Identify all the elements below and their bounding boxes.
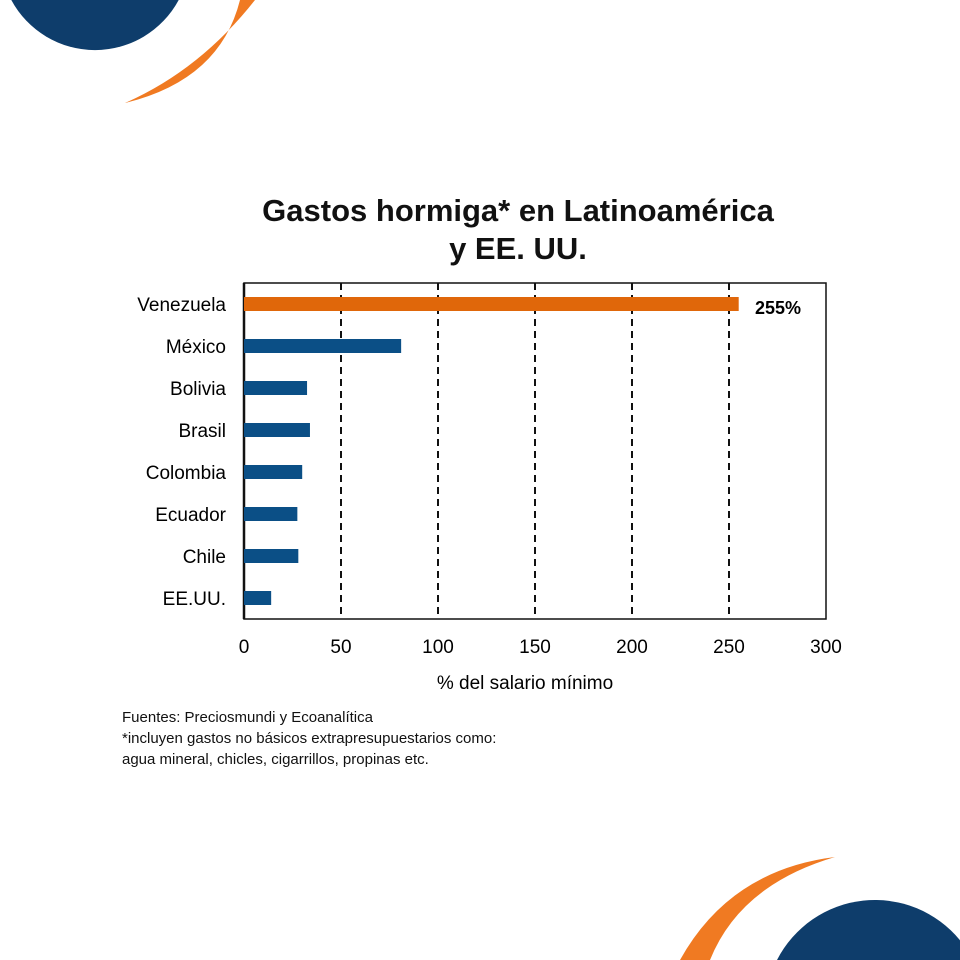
category-label: Venezuela (137, 295, 226, 316)
category-label: Chile (183, 547, 226, 568)
bar-ecuador (244, 507, 298, 521)
bar-venezuela (244, 297, 739, 311)
x-tick-label: 150 (519, 637, 551, 658)
note-sources: Fuentes: Preciosmundi y Ecoanalítica (122, 709, 373, 726)
bar-bolivia (244, 381, 308, 395)
x-tick-label: 50 (330, 637, 351, 658)
bar-chart: 0 50 100 150 200 250 300 Venezuela México Bolivia… (137, 282, 842, 694)
bar-mxico (244, 339, 402, 353)
x-tick-label: 300 (810, 637, 842, 658)
navy-circle-bottom (777, 899, 960, 960)
x-tick-label: 250 (713, 637, 745, 658)
x-tick-label: 0 (239, 637, 250, 658)
category-label: Colombia (146, 463, 227, 484)
category-label: Ecuador (155, 505, 226, 526)
category-label: México (166, 337, 226, 358)
title-line-2: y EE. UU. (449, 231, 587, 266)
chart-title: Gastos hormiga* en Latinoamérica y EE. U… (180, 192, 856, 268)
bar-colombia (244, 465, 303, 479)
data-label-venezuela: 255% (755, 298, 801, 318)
category-label: EE.UU. (163, 589, 226, 610)
x-tick-label: 100 (422, 637, 454, 658)
orange-arc-top (125, 0, 255, 103)
bar-brasil (244, 423, 310, 437)
chart-notes: Fuentes: Preciosmundi y Ecoanalítica *in… (122, 707, 496, 770)
note-footnote: *incluyen gastos no básicos extrapresupu… (122, 730, 497, 747)
bar-eeuu (244, 591, 272, 605)
bar-chile (244, 549, 299, 563)
x-axis-label: % del salario mínimo (437, 673, 613, 694)
note-examples: agua mineral, chicles, cigarrillos, prop… (122, 751, 429, 768)
x-tick-label: 200 (616, 637, 648, 658)
orange-arc-bottom (680, 857, 835, 960)
category-label: Bolivia (170, 379, 226, 400)
navy-circle-top (11, 0, 179, 51)
category-label: Brasil (178, 421, 226, 442)
title-line-1: Gastos hormiga* en Latinoamérica (262, 193, 774, 228)
